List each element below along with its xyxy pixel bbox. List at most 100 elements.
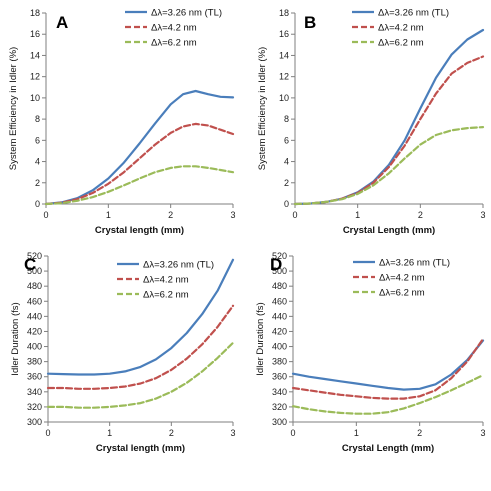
panel-b-series-1-line [293,28,485,206]
panel-d-legend-label: Δλ=3.26 nm (TL) [379,258,450,269]
panel-a-y-tick-label: 6 [35,135,40,145]
panel-c-legend-label: Δλ=4.2 nm [143,275,189,286]
panel-c-y-tick-label: 400 [27,342,42,352]
panel-b-y-tick-label: 12 [279,72,289,82]
panel-c-y-axis-title: Idler Duration (fs) [10,302,21,375]
panel-a-legend-label: Δλ=6.2 nm [151,38,197,49]
panel-a-legend-label: Δλ=4.2 nm [151,23,197,34]
panel-c-y-tick-label: 380 [27,357,42,367]
panel-b-y-tick-label: 10 [279,93,289,103]
panel-c-y-tick-label: 340 [27,387,42,397]
panel-a-series-1-line [44,89,235,206]
panel-d-y-tick-label: 500 [272,266,287,276]
panel-d-y-tick-label: 380 [272,357,287,367]
panel-a-y-axis-title: System Efficiency in Idler (%) [8,47,19,170]
panel-a-y-tick-label: 10 [30,93,40,103]
panel-b-x-tick-label: 0 [292,210,297,220]
panel-d-y-tick-label: 400 [272,342,287,352]
panel-c-y-tick-label: 420 [27,326,42,336]
panel-b-legend-label: Δλ=3.26 nm (TL) [378,8,449,19]
panel-c-series-1-line [46,258,235,376]
panel-c-y-tick-label: 520 [27,251,42,261]
panel-a-series-2-line [44,122,235,206]
panel-a-x-tick-label: 0 [43,210,48,220]
panel-a-x-tick-label: 1 [106,210,111,220]
panel-a-y-tick-label: 14 [30,50,40,60]
panel-d: 300 320 340 360 380 400 420 440 460 480 500 520 0 1 2 3… [255,251,486,454]
panel-b-y-tick-label: 16 [279,29,289,39]
panel-a-legend-label: Δλ=3.26 nm (TL) [151,8,222,19]
panel-c-letter: C [24,255,36,274]
panel-d-y-tick-label: 300 [272,417,287,427]
panel-a-y-tick-label: 18 [30,8,40,18]
panel-d-y-tick-label: 440 [272,311,287,321]
panel-c-x-tick-label: 3 [230,428,235,438]
panel-b-legend-label: Δλ=6.2 nm [378,38,424,49]
panel-a-y-tick-label: 2 [35,178,40,188]
panel-a-x-axis-title: Crystal length (mm) [95,225,184,236]
panel-b-x-tick-label: 2 [418,210,423,220]
panel-b-x-axis-title: Crystal Length (mm) [343,225,435,236]
panel-d-y-tick-label: 360 [272,372,287,382]
panel-c-y-tick-label: 500 [27,266,42,276]
panel-d-y-axis-title: Idler Duration (fs) [255,302,266,375]
panel-d-series-3-line [291,374,485,415]
panel-d-x-tick-label: 2 [417,428,422,438]
panel-b-y-tick-label: 6 [284,135,289,145]
panel-c-x-tick-label: 2 [169,428,174,438]
panel-b-y-tick-label: 4 [284,157,289,167]
panel-d-y-tick-label: 320 [272,402,287,412]
panel-b-y-axis-title: System Efficiency in Idler (%) [257,47,268,170]
panel-a-x-tick-label: 2 [168,210,173,220]
panel-b-letter: B [304,13,316,32]
panel-d-legend-label: Δλ=4.2 nm [379,273,425,284]
panel-a-series-3-line [44,165,235,206]
panel-b-legend-label: Δλ=4.2 nm [378,23,424,34]
panel-b-x-tick-label: 3 [480,210,485,220]
panel-c-y-tick-label: 360 [27,372,42,382]
panel-b-y-tick-label: 2 [284,178,289,188]
panel-d-y-tick-label: 520 [272,251,287,261]
panel-a-y-tick-label: 4 [35,157,40,167]
panel-d-y-tick-label: 340 [272,387,287,397]
panel-d-x-tick-label: 3 [480,428,485,438]
panel-c-y-tick-label: 460 [27,296,42,306]
panel-c-x-tick-label: 1 [107,428,112,438]
panel-c-x-axis-title: Crystal length (mm) [96,443,185,454]
panel-d-letter: D [270,255,282,274]
panel-d-y-tick-label: 480 [272,281,287,291]
panel-c-legend-label: Δλ=6.2 nm [143,290,189,301]
panel-c-legend-label: Δλ=3.26 nm (TL) [143,260,214,271]
panel-d-y-tick-label: 460 [272,296,287,306]
panel-c-y-tick-label: 440 [27,311,42,321]
panel-a-letter: A [56,13,68,32]
panel-c-y-tick-label: 300 [27,417,42,427]
panel-c-y-tick-label: 320 [27,402,42,412]
panel-b-series-3-line [293,125,485,206]
panel-d-x-tick-label: 0 [290,428,295,438]
panel-c-x-tick-label: 0 [45,428,50,438]
panel-c-y-tick-label: 480 [27,281,42,291]
panel-b-y-tick-label: 14 [279,50,289,60]
panel-b-y-tick-label: 18 [279,8,289,18]
panel-c-series-3-line [46,341,235,409]
panel-a-y-tick-label: 12 [30,72,40,82]
panel-d-x-axis-title: Crystal Length (mm) [342,443,434,454]
panel-a-x-tick-label: 3 [230,210,235,220]
panel-a-y-tick-label: 0 [35,199,40,209]
panel-b-x-tick-label: 1 [355,210,360,220]
panel-c: 300 320 340 360 380 400 420 440 460 480 500 520 0 1 2 3… [10,251,236,454]
panel-d-series-1-line [291,339,485,391]
panel-a-y-tick-label: 16 [30,29,40,39]
panel-d-x-tick-label: 1 [354,428,359,438]
panel-a-y-tick-label: 8 [35,114,40,124]
panel-b-y-tick-label: 0 [284,199,289,209]
panel-b-y-tick-label: 8 [284,114,289,124]
panel-d-series-2-line [291,337,485,400]
panel-d-legend-label: Δλ=6.2 nm [379,288,425,299]
panel-c-series-2-line [46,304,235,390]
panel-d-y-tick-label: 420 [272,326,287,336]
